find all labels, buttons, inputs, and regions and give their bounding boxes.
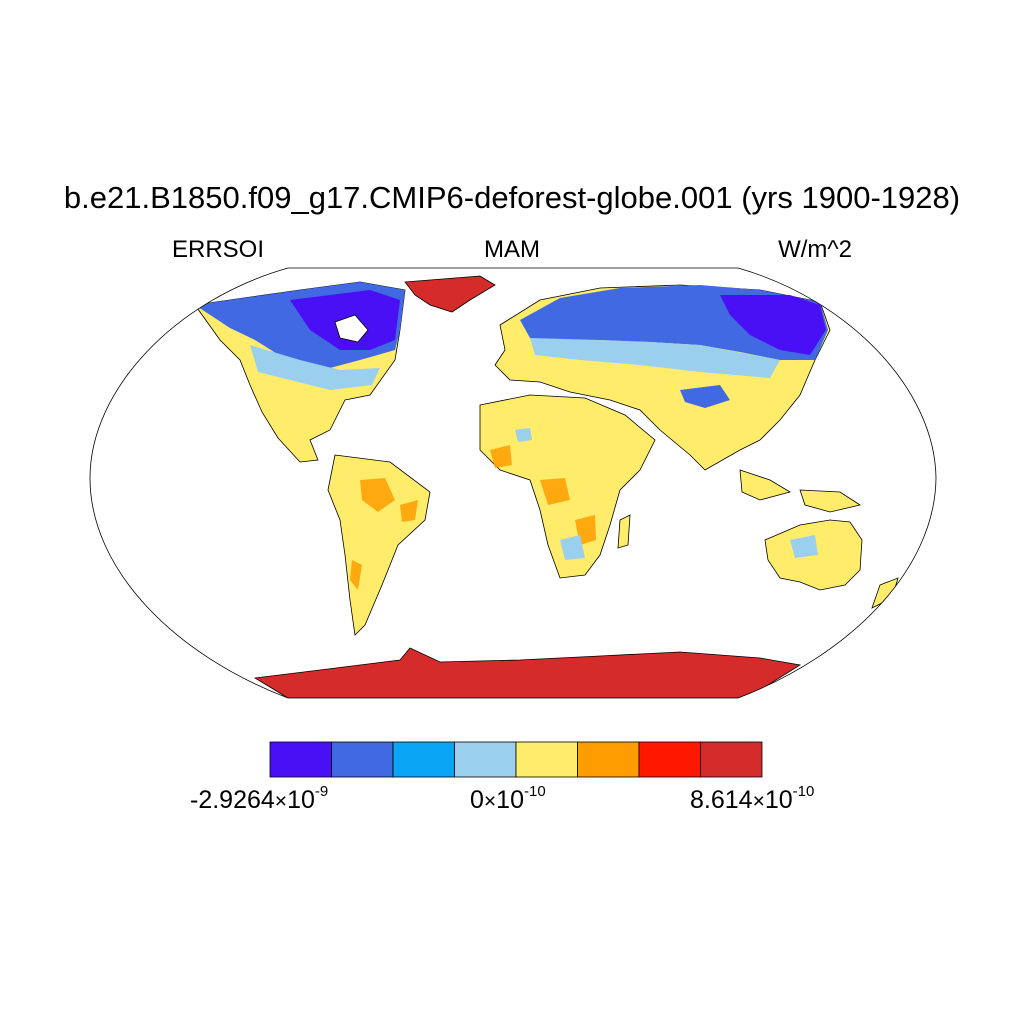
landmass-southeast-asia-islands	[739, 469, 862, 513]
colorbar-label-max-exponent: -10	[792, 783, 815, 800]
times-symbol: ×	[274, 790, 288, 813]
landmass-madagascar	[617, 514, 631, 549]
colorbar-swatch	[577, 741, 640, 778]
colorbar-label-min-exponent: -9	[314, 783, 329, 800]
base-ten: 10	[287, 786, 315, 814]
figure-title: b.e21.B1850.f09_g17.CMIP6-deforest-globe…	[63, 180, 961, 215]
eurasia-transition	[530, 338, 780, 378]
units-label: W/m^2	[778, 236, 852, 263]
variable-label: ERRSOI	[172, 236, 265, 263]
africa-warm-patches	[490, 445, 596, 545]
landmass-south-america	[327, 454, 431, 636]
tibet-cold-region	[680, 385, 730, 408]
africa-cool-patches	[515, 428, 585, 560]
landmass-greenland	[404, 275, 496, 313]
colorbar-label-max-mantissa: 8.614	[690, 786, 753, 814]
times-symbol: ×	[483, 790, 497, 813]
base-ten: 10	[764, 786, 793, 814]
map-content	[90, 268, 936, 698]
hudson-bay	[334, 314, 369, 343]
colorbar-swatch	[638, 741, 701, 778]
colorbar-swatch	[515, 741, 578, 778]
colorbar-swatch	[454, 741, 517, 778]
colorbar-label-zero-mantissa: 0	[470, 786, 484, 814]
colorbar-swatch	[331, 741, 394, 778]
south-america-warm-patches	[350, 478, 418, 590]
times-symbol: ×	[752, 790, 765, 813]
season-label: MAM	[484, 236, 540, 263]
colorbar-label-min-mantissa: -2.9264	[190, 786, 275, 814]
siberia-coldest-region	[720, 295, 826, 355]
colorbar-swatch	[269, 741, 332, 778]
colorbar-label-zero-exponent: -10	[523, 783, 546, 800]
north-america-transition	[250, 345, 380, 390]
colorbar-label-min: -2.9264×10-9	[190, 783, 329, 815]
base-ten: 10	[496, 786, 524, 814]
colorbar-swatch	[700, 741, 763, 778]
colorbar-swatch	[392, 741, 455, 778]
map-boundary	[89, 267, 937, 699]
colorbar-label-zero: 0×10-10	[470, 783, 546, 815]
australia-cool-patches	[790, 535, 818, 558]
colorbar-label-max: 8.614×10-10	[690, 783, 815, 815]
colorbar	[269, 741, 763, 778]
